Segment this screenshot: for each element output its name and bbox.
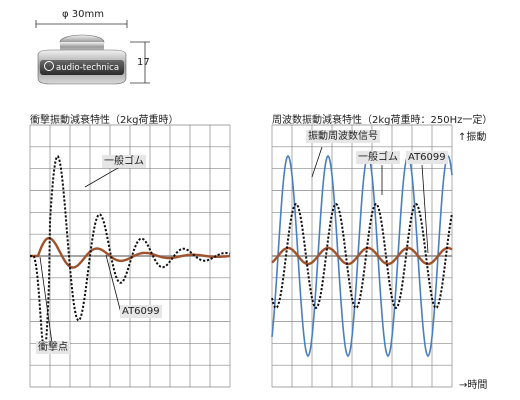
right-chart-x-axis-label: →時間 bbox=[459, 380, 488, 391]
width-dimension-label: φ 30mm bbox=[62, 9, 104, 20]
left-callout-rubber: 一般ゴム bbox=[102, 155, 146, 168]
left-callout-line-impact bbox=[39, 256, 53, 344]
brand-text: audio-technica bbox=[56, 63, 120, 73]
left-callout-impact: 衝撃点 bbox=[36, 341, 70, 354]
brand-logo: audio-technica bbox=[44, 61, 120, 74]
right-signal-curve bbox=[271, 154, 453, 358]
right-callout-rubber: 一般ゴム bbox=[356, 151, 400, 164]
left-callout-line-at bbox=[105, 254, 123, 318]
brand-mark-icon bbox=[44, 61, 54, 71]
right-chart-y-axis-label: ↑振動 bbox=[458, 132, 487, 143]
right-rubber-curve bbox=[271, 202, 453, 310]
left-rubber-curve bbox=[30, 155, 231, 354]
left-chart-grid bbox=[29, 124, 231, 388]
right-callout-at6099: AT6099 bbox=[406, 151, 448, 164]
left-chart-title: 衝撃振動減衰特性（2kg荷重時） bbox=[30, 115, 179, 126]
right-callout-signal: 振動周波数信号 bbox=[306, 130, 380, 143]
right-chart bbox=[271, 124, 453, 388]
right-callout-line-at bbox=[421, 164, 429, 254]
left-at6099-curve bbox=[30, 236, 231, 269]
product-illustration bbox=[35, 20, 150, 85]
left-chart bbox=[29, 124, 231, 388]
right-chart-title: 周波数振動減衰特性（2kg荷重時：250Hz一定） bbox=[272, 115, 493, 126]
left-callout-at6099: AT6099 bbox=[120, 305, 162, 318]
right-at6099-curve bbox=[271, 246, 453, 266]
right-callout-line-signal bbox=[311, 146, 323, 178]
height-dimension-label: 17 bbox=[137, 57, 150, 68]
